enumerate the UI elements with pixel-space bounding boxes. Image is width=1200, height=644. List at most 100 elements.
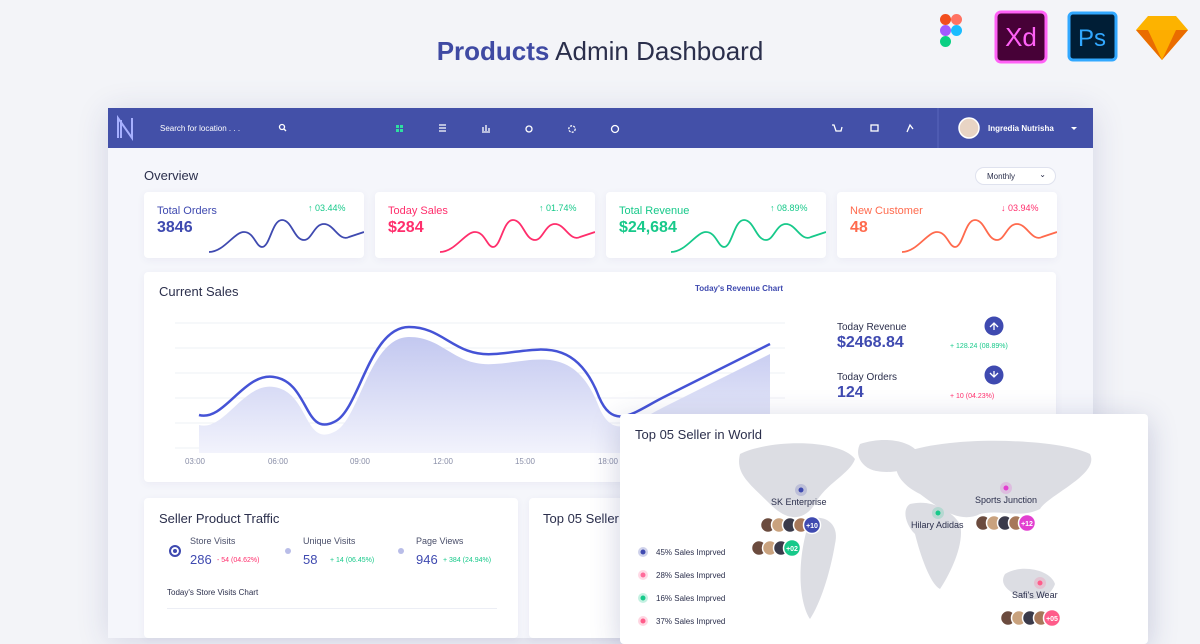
current-sales-title: Current Sales: [159, 284, 239, 299]
legend-text: 37% Sales Imprved: [656, 617, 725, 626]
figma-icon: [940, 14, 962, 47]
search-placeholder[interactable]: Search for location . . .: [160, 124, 240, 133]
x-tick-label: 12:00: [433, 457, 454, 466]
world-title: Top 05 Seller in World: [635, 427, 762, 442]
x-tick-label: 18:00: [598, 457, 619, 466]
stat-label: Today Orders: [837, 372, 898, 383]
x-tick-label: 03:00: [185, 457, 206, 466]
arrow: [989, 371, 999, 378]
navbar: [108, 108, 1093, 148]
legend-dot: [640, 618, 646, 624]
title-bold: Products: [436, 36, 550, 66]
legend-dot: [640, 549, 646, 555]
sparkline-line: [439, 219, 595, 253]
period-label[interactable]: Monthly: [987, 172, 1016, 181]
sparkline: [670, 219, 826, 253]
kpi-label: Total Orders: [157, 205, 217, 217]
top-sellers-title: Top 05 Seller: [543, 511, 619, 526]
sales-area: [199, 337, 770, 453]
xd-icon: [994, 10, 1048, 64]
traffic-chart-label: Today's Store Visits Chart: [167, 588, 259, 597]
user-avatar[interactable]: [958, 117, 980, 139]
navbar-icons: Search for location . . . Ingredia Nutri…: [117, 108, 1077, 148]
overview-title: Overview: [144, 168, 199, 183]
continent: [739, 443, 855, 518]
pin: [1037, 580, 1043, 586]
more-count: +02: [786, 546, 798, 553]
x-tick-label: 09:00: [350, 457, 371, 466]
stat-label: Today Revenue: [837, 322, 907, 333]
pin: [1003, 485, 1009, 491]
arrow: [989, 322, 999, 330]
more-count: +12: [1021, 521, 1033, 528]
more-badge: [1017, 513, 1037, 533]
user-name[interactable]: Ingredia Nutrisha: [988, 124, 1054, 133]
continent: [1003, 568, 1055, 600]
traffic-label: Page Views: [416, 536, 464, 546]
continent: [905, 502, 961, 589]
title-rest: Admin Dashboard: [555, 36, 764, 66]
traffic-title: Seller Product Traffic: [159, 511, 280, 526]
x-tick-label: 06:00: [268, 457, 289, 466]
logo[interactable]: [117, 114, 133, 142]
sales-line: [198, 325, 771, 426]
stat-value: $2468.84: [837, 334, 904, 351]
traffic-value: 946: [416, 552, 438, 567]
stat-change: + 128.24 (08.89%): [950, 343, 1008, 350]
traffic-value: 286: [190, 552, 212, 567]
sparkline-line: [208, 219, 364, 253]
sparkline-line: [670, 219, 826, 253]
xd-label: Xd: [1005, 22, 1037, 52]
world-map: 45% Sales Imprved 28% Sales Imprved 16% Sa…: [638, 439, 1092, 627]
legend-dot: [640, 595, 646, 601]
more-count: +10: [806, 523, 818, 530]
traffic-label: Store Visits: [190, 536, 236, 546]
stat-change: + 10 (04.23%): [950, 393, 995, 400]
seller-name: Hilary Adidas: [911, 520, 964, 530]
kpi-change: ↑ 03.44%: [308, 203, 346, 213]
more-badge: [782, 538, 802, 558]
traffic-change: - 54 (04.62%): [217, 557, 260, 564]
more-badge: [802, 515, 822, 535]
traffic-change: + 14 (06.45%): [330, 557, 375, 564]
pin: [798, 487, 804, 493]
page: Products Admin Dashboard Xd Ps Search fo…: [0, 10, 1200, 644]
legend-text: 28% Sales Imprved: [656, 571, 725, 580]
traffic-axis: [167, 608, 497, 609]
kpi-value: 3846: [157, 219, 193, 236]
kpi-change: ↑ 01.74%: [539, 203, 577, 213]
page-title: Products Admin Dashboard: [0, 36, 1200, 67]
kpi-label: New Customer: [850, 205, 923, 217]
stat-dot: [398, 548, 404, 554]
legend-text: 16% Sales Imprved: [656, 594, 725, 603]
stat-value: 124: [837, 384, 864, 401]
kpi-value: 48: [850, 219, 868, 236]
pin: [935, 510, 941, 516]
nav-icons[interactable]: [278, 123, 914, 134]
continent: [800, 517, 836, 619]
stat-dot: [169, 545, 181, 557]
kpi-value: $284: [388, 219, 424, 236]
continent: [896, 440, 1092, 518]
period-select[interactable]: Monthly ⌄: [975, 167, 1056, 185]
seller-name: SK Enterprise: [771, 497, 827, 507]
more-count: +05: [1046, 616, 1058, 623]
ps-icon: [1067, 11, 1118, 62]
seller-name: Safi's Wear: [1012, 590, 1058, 600]
kpi-change: ↓ 03.94%: [1001, 203, 1039, 213]
legend-text: 45% Sales Imprved: [656, 548, 725, 557]
kpi-value: $24,684: [619, 219, 677, 236]
sparkline: [439, 219, 595, 253]
stat-dot: [285, 548, 291, 554]
sparkline-line: [901, 219, 1057, 253]
traffic-label: Unique Visits: [303, 536, 356, 546]
legend-dot: [640, 572, 646, 578]
kpi-label: Today Sales: [388, 205, 448, 217]
kpi-change: ↑ 08.89%: [770, 203, 808, 213]
sparkline: [208, 219, 364, 253]
traffic-change: + 384 (24.94%): [443, 557, 492, 564]
traffic-value: 58: [303, 552, 318, 567]
sparkline: [901, 219, 1057, 253]
kpi-label: Total Revenue: [619, 205, 690, 217]
traffic-card: [144, 498, 518, 638]
